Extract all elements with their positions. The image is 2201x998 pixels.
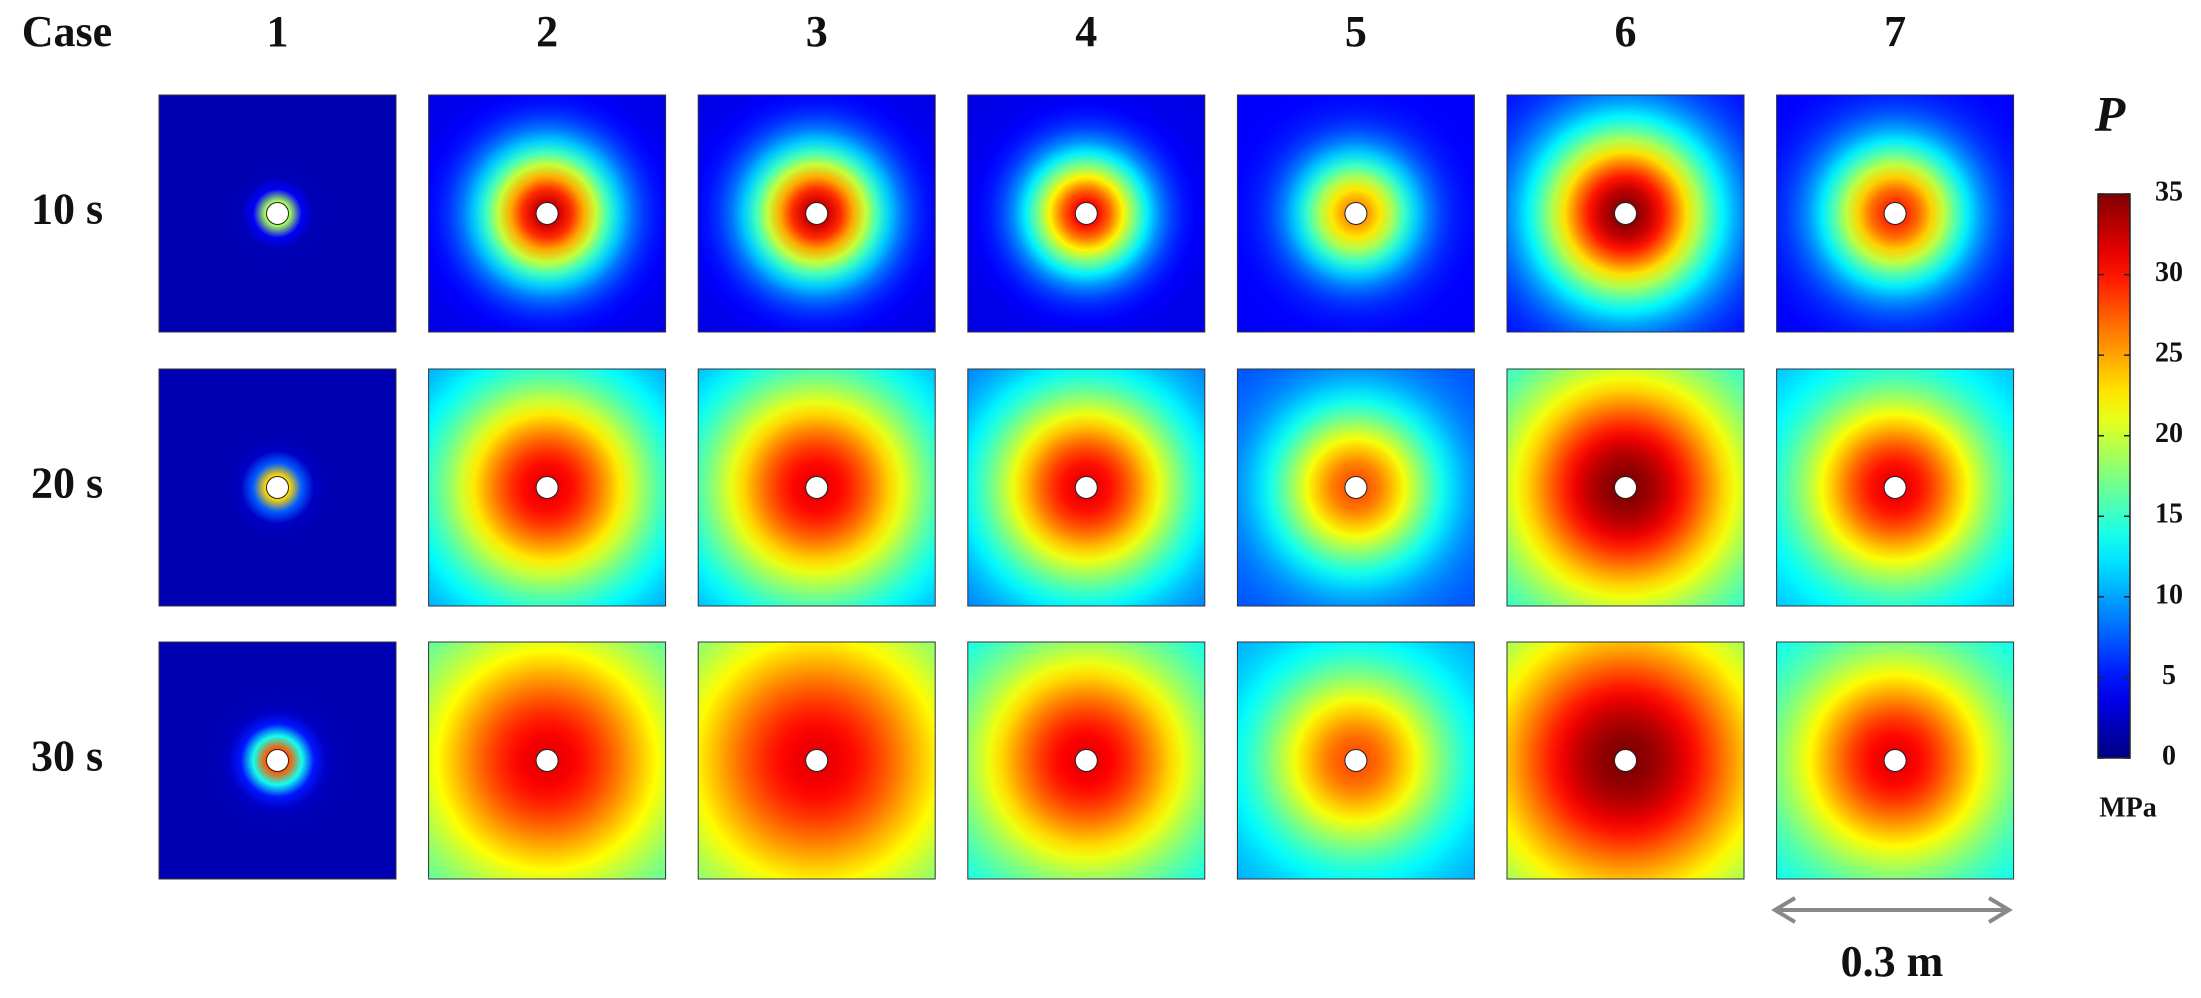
colorbar-tick-label: 20 bbox=[2155, 418, 2183, 449]
colorbar-tick-label: 25 bbox=[2155, 338, 2183, 369]
colorbar-tick-label: 0 bbox=[2162, 740, 2176, 771]
borehole bbox=[1074, 202, 1098, 225]
column-label: 4 bbox=[1075, 7, 1097, 56]
scale-label: 0.3 m bbox=[1841, 937, 1944, 986]
colorbar-tick-label: 10 bbox=[2155, 579, 2183, 610]
column-label: 1 bbox=[267, 7, 289, 56]
column-label: 7 bbox=[1884, 7, 1906, 56]
row-label: 30 s bbox=[31, 732, 103, 781]
borehole bbox=[1614, 476, 1637, 499]
borehole bbox=[266, 476, 289, 499]
simulation-panel bbox=[428, 641, 667, 880]
corner-label: Case bbox=[22, 7, 112, 56]
colorbar-tick-label: 35 bbox=[2155, 176, 2183, 207]
borehole bbox=[1883, 749, 1907, 772]
borehole bbox=[535, 202, 559, 225]
borehole bbox=[1883, 202, 1907, 225]
row-label: 20 s bbox=[31, 459, 103, 508]
borehole bbox=[1614, 749, 1637, 772]
column-label: 6 bbox=[1615, 7, 1637, 56]
borehole bbox=[1344, 202, 1368, 225]
borehole bbox=[805, 202, 829, 225]
colorbar-tick-label: 15 bbox=[2155, 499, 2183, 530]
column-label: 3 bbox=[806, 7, 828, 56]
borehole bbox=[1074, 749, 1098, 772]
borehole bbox=[1883, 476, 1907, 499]
borehole bbox=[266, 749, 289, 772]
borehole bbox=[535, 749, 559, 772]
borehole bbox=[1344, 476, 1368, 499]
borehole bbox=[1614, 202, 1637, 225]
column-label: 2 bbox=[536, 7, 558, 56]
colorbar bbox=[2097, 193, 2131, 759]
column-label: 5 bbox=[1345, 7, 1367, 56]
colorbar-title: P bbox=[2094, 85, 2126, 141]
borehole bbox=[266, 202, 289, 225]
colorbar-unit: MPa bbox=[2099, 792, 2157, 823]
colorbar-tick-label: 5 bbox=[2162, 660, 2176, 691]
colorbar-tick-label: 30 bbox=[2155, 257, 2183, 288]
borehole bbox=[805, 476, 829, 499]
borehole bbox=[1344, 749, 1368, 772]
scale-arrow bbox=[1771, 896, 2013, 924]
borehole bbox=[1074, 476, 1098, 499]
borehole bbox=[805, 749, 829, 772]
row-label: 10 s bbox=[31, 185, 103, 234]
borehole bbox=[535, 476, 559, 499]
